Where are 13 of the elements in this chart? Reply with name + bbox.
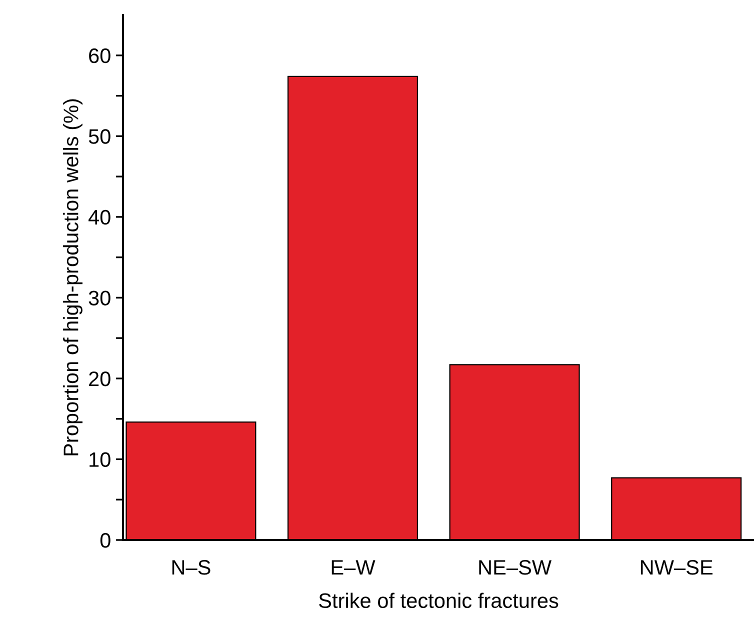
y-axis-title: Proportion of high-production wells (%) (63, 99, 82, 456)
x-tick-label: NE–SW (479, 560, 552, 575)
y-tick-label: 30 (88, 290, 110, 306)
x-tick-label: E–W (332, 560, 376, 575)
x-tick-label: N–S (172, 560, 210, 575)
x-axis-title: Strike of tectonic fractures (319, 592, 558, 608)
y-tick-label: 20 (89, 371, 110, 386)
y-tick-label: 0 (100, 533, 110, 548)
x-tick-label: NW–SE (641, 560, 712, 575)
y-tick-label: 10 (90, 452, 110, 467)
y-tick-label: 60 (89, 48, 110, 64)
y-tick-label: 50 (88, 129, 110, 144)
y-tick-label: 40 (88, 210, 110, 225)
